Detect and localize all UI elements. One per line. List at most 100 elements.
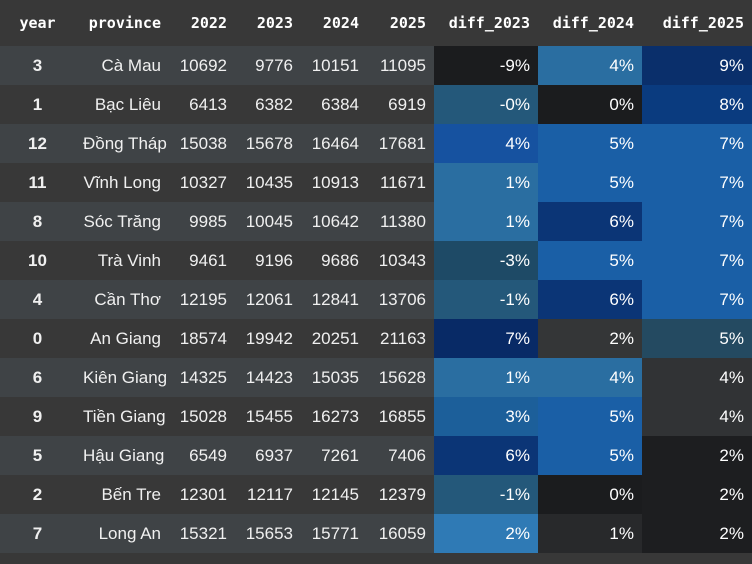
table-cell: 16059 [367,514,434,553]
table-cell: 9776 [235,46,301,85]
column-header: province [75,0,169,46]
heatmap-cell: 2% [642,475,752,514]
table-cell: Cà Mau [75,46,169,85]
heatmap-cell: 2% [642,436,752,475]
heatmap-cell: -1% [434,475,538,514]
table-cell: Vĩnh Long [75,163,169,202]
table-cell: Sóc Trăng [75,202,169,241]
column-header: 2022 [169,0,235,46]
table-cell: 10692 [169,46,235,85]
table-cell: 15038 [169,124,235,163]
column-header: year [0,0,75,46]
heatmap-cell: 1% [434,358,538,397]
table-cell: 6549 [169,436,235,475]
heatmap-cell: 7% [642,202,752,241]
table-cell: 9985 [169,202,235,241]
table-cell: Trà Vinh [75,241,169,280]
table-cell: 7261 [301,436,367,475]
table-cell: 18574 [169,319,235,358]
column-header: diff_2023 [434,0,538,46]
table-cell: 9461 [169,241,235,280]
table-cell: 12117 [235,475,301,514]
table-cell: 14423 [235,358,301,397]
heatmap-cell: 4% [642,358,752,397]
heatmap-cell: 5% [538,241,642,280]
table-cell: 9686 [301,241,367,280]
heatmap-cell: -3% [434,241,538,280]
table-cell: 21163 [367,319,434,358]
table-row: 8 Sóc Trăng 9985 10045 10642 11380 1% 6% 7% [0,202,752,241]
table-cell: 6937 [235,436,301,475]
table-body: 3 Cà Mau 10692 9776 10151 11095 -9% 4% 9% 1 Bạc Li… [0,46,752,553]
row-index-cell: 6 [0,358,75,397]
table-row: 10 Trà Vinh 9461 9196 9686 10343 -3% 5% 7% [0,241,752,280]
heatmap-cell: -0% [434,85,538,124]
table-cell: 17681 [367,124,434,163]
heatmap-cell: 4% [538,46,642,85]
table-cell: 12841 [301,280,367,319]
column-header: 2024 [301,0,367,46]
table-row: 7 Long An 15321 15653 15771 16059 2% 1% 2% [0,514,752,553]
heatmap-cell: 1% [538,514,642,553]
table-cell: 15678 [235,124,301,163]
table-cell: Tiền Giang [75,397,169,436]
heatmap-cell: 5% [538,397,642,436]
row-index-cell: 10 [0,241,75,280]
heatmap-cell: 5% [642,319,752,358]
row-index-cell: 11 [0,163,75,202]
heatmap-cell: 5% [538,436,642,475]
heatmap-cell: 7% [642,124,752,163]
heatmap-cell: 4% [538,358,642,397]
row-index-cell: 7 [0,514,75,553]
heatmap-cell: 2% [538,319,642,358]
table-cell: 16464 [301,124,367,163]
table-cell: 10642 [301,202,367,241]
table-cell: 10435 [235,163,301,202]
heatmap-cell: 4% [434,124,538,163]
table-cell: 6384 [301,85,367,124]
table-cell: 6382 [235,85,301,124]
table-cell: 6413 [169,85,235,124]
heatmap-cell: 7% [642,163,752,202]
table-cell: 16273 [301,397,367,436]
table-cell: 6919 [367,85,434,124]
table-cell: 20251 [301,319,367,358]
table-cell: 11380 [367,202,434,241]
table-cell: 10913 [301,163,367,202]
table-row: 4 Cần Thơ 12195 12061 12841 13706 -1% 6% 7% [0,280,752,319]
table-cell: 12195 [169,280,235,319]
table-cell: Cần Thơ [75,280,169,319]
heatmap-cell: 7% [642,241,752,280]
heatmap-cell: 6% [538,202,642,241]
table-row: 1 Bạc Liêu 6413 6382 6384 6919 -0% 0% 8% [0,85,752,124]
table-cell: Đồng Tháp [75,124,169,163]
table-cell: An Giang [75,319,169,358]
table-cell: 10151 [301,46,367,85]
table-cell: Long An [75,514,169,553]
column-header: 2023 [235,0,301,46]
table-cell: 7406 [367,436,434,475]
table-cell: Bạc Liêu [75,85,169,124]
heatmap-cell: 9% [642,46,752,85]
heatmap-cell: 5% [538,163,642,202]
heatmap-cell: 0% [538,475,642,514]
table-cell: 15653 [235,514,301,553]
table-cell: 14325 [169,358,235,397]
table-cell: 15035 [301,358,367,397]
heatmap-cell: 3% [434,397,538,436]
heatmap-cell: -1% [434,280,538,319]
table-row: 2 Bến Tre 12301 12117 12145 12379 -1% 0% 2% [0,475,752,514]
table-cell: 12061 [235,280,301,319]
table-cell: 10327 [169,163,235,202]
heatmap-cell: 7% [434,319,538,358]
table-row: 11 Vĩnh Long 10327 10435 10913 11671 1% 5% 7% [0,163,752,202]
row-index-cell: 5 [0,436,75,475]
table-row: 5 Hậu Giang 6549 6937 7261 7406 6% 5% 2% [0,436,752,475]
table-cell: 11671 [367,163,434,202]
table-row: 0 An Giang 18574 19942 20251 21163 7% 2% 5% [0,319,752,358]
table-cell: 15321 [169,514,235,553]
table-cell: 12145 [301,475,367,514]
table-cell: Hậu Giang [75,436,169,475]
table-cell: 13706 [367,280,434,319]
